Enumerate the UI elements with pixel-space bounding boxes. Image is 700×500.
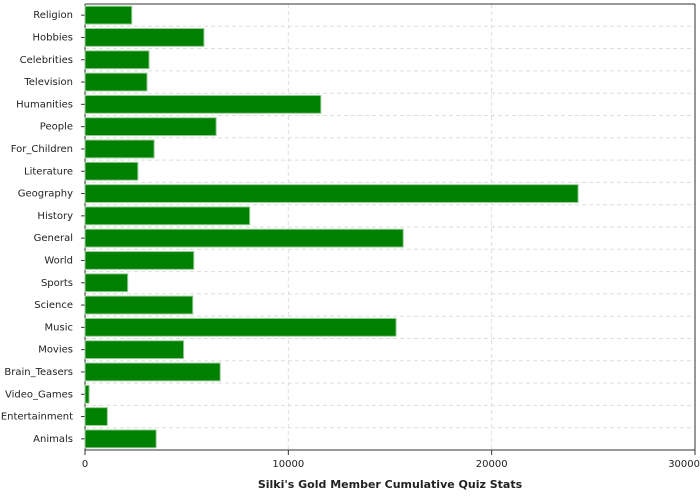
x-tick-label: 30000 — [668, 459, 700, 470]
bar — [84, 273, 129, 293]
y-tick-label: Television — [23, 77, 73, 88]
bar — [84, 117, 217, 137]
y-tick-label: Music — [45, 322, 73, 333]
y-tick-label: Movies — [38, 345, 73, 356]
y-tick-label: Literature — [24, 166, 73, 177]
bar — [84, 384, 90, 404]
y-tick-label: Animals — [33, 434, 73, 445]
bar — [84, 340, 185, 360]
bar — [84, 295, 194, 315]
y-tick-label: Video_Games — [5, 389, 73, 400]
y-tick-label: General — [34, 233, 73, 244]
bar — [84, 184, 579, 203]
y-tick-label: Entertainment — [1, 412, 73, 423]
y-tick-label: History — [37, 211, 73, 222]
bar — [84, 94, 322, 114]
y-tick-label: Religion — [33, 10, 73, 21]
y-tick-label: For_Children — [11, 144, 73, 155]
y-tick-label: Science — [34, 300, 73, 311]
bar — [84, 5, 133, 25]
bar — [84, 161, 139, 181]
y-tick-label: Hobbies — [33, 32, 73, 43]
x-tick-label: 20000 — [476, 459, 508, 470]
y-tick-label: Geography — [18, 189, 73, 200]
bar — [84, 139, 155, 159]
bar — [84, 228, 404, 248]
y-tick-label: Brain_Teasers — [4, 367, 73, 378]
x-tick-label: 10000 — [272, 459, 304, 470]
y-tick-label: Humanities — [16, 99, 73, 110]
bar — [84, 28, 205, 47]
bar — [84, 407, 108, 426]
y-tick-label: World — [44, 255, 73, 266]
bar — [84, 72, 148, 92]
bar — [84, 362, 221, 382]
bar — [84, 50, 150, 70]
bar — [84, 251, 195, 270]
chart-title: Silki's Gold Member Cumulative Quiz Stat… — [258, 478, 523, 491]
bar — [84, 429, 157, 449]
x-tick-label: 0 — [82, 459, 88, 470]
bar — [84, 206, 251, 226]
y-tick-label: Celebrities — [20, 55, 73, 66]
y-tick-label: People — [40, 122, 73, 133]
y-tick-label: Sports — [41, 278, 73, 289]
bar — [84, 317, 397, 337]
